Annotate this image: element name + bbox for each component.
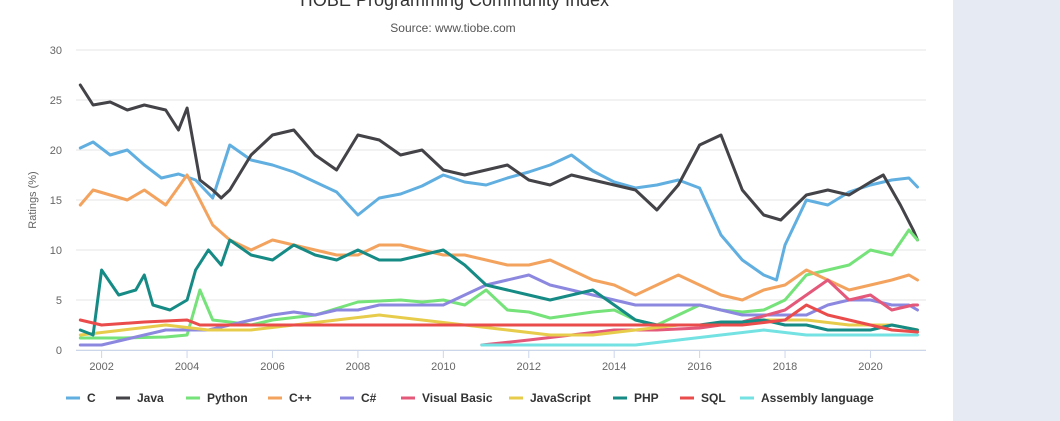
legend-item-python[interactable]: Python <box>186 391 248 405</box>
chart-subtitle: Source: www.tiobe.com <box>390 21 515 35</box>
side-panel <box>953 0 1060 421</box>
x-tick-label: 2004 <box>175 361 199 373</box>
legend-label: PHP <box>634 391 659 405</box>
y-tick-label: 20 <box>50 145 62 157</box>
y-tick-label: 5 <box>56 295 62 307</box>
legend-item-c[interactable]: C <box>66 391 96 405</box>
legend-label: C++ <box>289 391 312 405</box>
legend-label: Java <box>137 391 164 405</box>
series-line-php <box>78 238 919 337</box>
y-tick-label: 15 <box>50 195 62 207</box>
legend-label: Visual Basic <box>422 391 493 405</box>
x-tick-label: 2016 <box>687 361 711 373</box>
x-tick-label: 2002 <box>89 361 113 373</box>
x-tick-label: 2020 <box>858 361 882 373</box>
legend-label: Assembly language <box>761 391 874 405</box>
legend-label: C <box>87 391 96 405</box>
series-line-javascript <box>78 313 919 337</box>
series-line-sql <box>78 303 919 334</box>
chart-title: TIOBE Programming Community Index <box>297 0 609 10</box>
series-line-python <box>78 228 919 340</box>
y-axis-label: Ratings (%) <box>27 171 39 228</box>
y-tick-label: 25 <box>50 95 62 107</box>
legend-label: C# <box>361 391 377 405</box>
series-line-visual-basic <box>480 278 919 347</box>
line-chart: TIOBE Programming Community Index Source:… <box>27 0 926 405</box>
legend-label: Python <box>207 391 248 405</box>
series-line-java <box>78 83 919 242</box>
legend-item-assembly-language[interactable]: Assembly language <box>740 391 874 405</box>
y-tick-label: 30 <box>50 45 62 57</box>
series-line-c <box>78 140 919 282</box>
legend-label: SQL <box>701 391 726 405</box>
series-line-c- <box>78 173 919 302</box>
y-tick-label: 0 <box>56 345 62 357</box>
series-line-assembly-language <box>480 328 919 347</box>
legend-item-javascript[interactable]: JavaScript <box>509 391 591 405</box>
x-tick-label: 2012 <box>517 361 541 373</box>
y-tick-label: 10 <box>50 245 62 257</box>
x-tick-label: 2010 <box>431 361 455 373</box>
legend-item-sql[interactable]: SQL <box>680 391 726 405</box>
legend-item-php[interactable]: PHP <box>613 391 659 405</box>
x-tick-label: 2014 <box>602 361 626 373</box>
legend-item-c-[interactable]: C++ <box>268 391 312 405</box>
legend-item-visual-basic[interactable]: Visual Basic <box>401 391 493 405</box>
x-tick-label: 2018 <box>773 361 797 373</box>
x-tick-label: 2008 <box>346 361 370 373</box>
legend-item-java[interactable]: Java <box>116 391 164 405</box>
x-tick-label: 2006 <box>260 361 284 373</box>
legend-label: JavaScript <box>530 391 591 405</box>
legend-item-c-[interactable]: C# <box>340 391 377 405</box>
chart-area: TIOBE Programming Community Index Source:… <box>27 0 926 405</box>
